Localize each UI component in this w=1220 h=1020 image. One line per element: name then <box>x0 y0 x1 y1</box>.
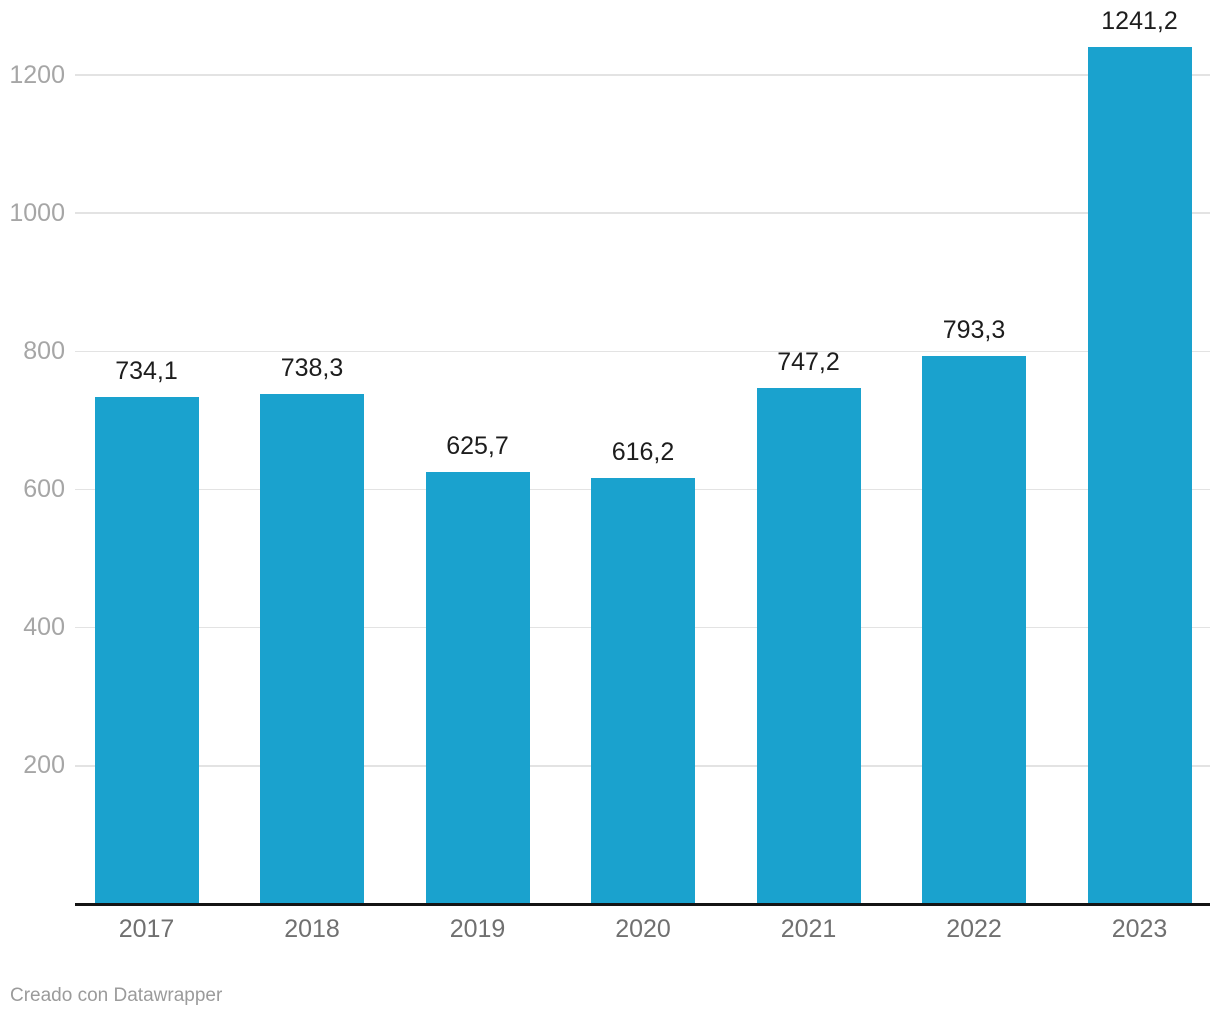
x-tick-label-2019: 2019 <box>449 915 506 943</box>
y-tick-label: 1200 <box>9 60 65 89</box>
y-tick-label: 600 <box>23 475 65 503</box>
bar-2022[interactable] <box>922 355 1026 903</box>
bar-2019[interactable] <box>425 471 530 903</box>
bar-value-label: 625,7 <box>446 431 509 460</box>
x-tick-label-2018: 2018 <box>284 915 340 943</box>
bar-value-label: 793,3 <box>942 315 1006 344</box>
x-axis-line <box>75 903 1210 906</box>
bar-value-label: 616,2 <box>611 438 675 467</box>
bar-value-label: 738,3 <box>280 353 344 382</box>
bar-2021[interactable] <box>756 387 861 903</box>
bar-2018[interactable] <box>260 393 364 903</box>
bar-2017[interactable] <box>94 396 199 903</box>
y-tick-label: 800 <box>23 336 65 365</box>
bar-value-label: 747,2 <box>777 347 840 376</box>
gridline-800 <box>75 350 1210 353</box>
bar-2020[interactable] <box>591 478 695 903</box>
y-tick-label: 200 <box>23 751 65 780</box>
x-tick-label-2023: 2023 <box>1111 915 1168 943</box>
x-tick-label-2020: 2020 <box>615 915 671 943</box>
y-tick-label: 1000 <box>9 198 65 227</box>
bar-2023[interactable] <box>1087 46 1192 903</box>
credit-text: Creado con Datawrapper <box>10 985 223 1006</box>
bar-value-label: 1241,2 <box>1101 6 1178 35</box>
bar-value-label: 734,1 <box>115 356 178 385</box>
y-tick-label: 400 <box>23 613 65 642</box>
x-tick-label-2017: 2017 <box>118 915 175 943</box>
x-tick-label-2021: 2021 <box>780 915 837 943</box>
x-tick-label-2022: 2022 <box>946 915 1002 943</box>
gridline-1200 <box>75 74 1210 76</box>
gridline-1000 <box>75 212 1210 214</box>
